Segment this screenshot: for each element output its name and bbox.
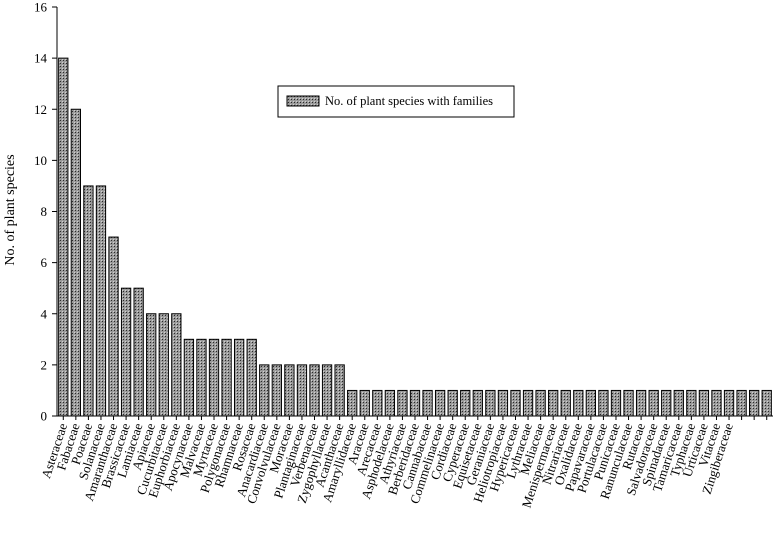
y-tick-label: 4 xyxy=(41,306,48,321)
bar xyxy=(334,364,345,417)
bar xyxy=(83,185,94,417)
y-tick-label: 6 xyxy=(41,255,48,270)
bar xyxy=(158,313,169,417)
bar xyxy=(321,364,333,417)
bar xyxy=(196,338,207,417)
bar xyxy=(460,389,471,417)
bar xyxy=(635,389,647,417)
bar xyxy=(623,389,634,417)
bar xyxy=(409,389,421,417)
bar xyxy=(723,389,735,417)
y-tick-label: 10 xyxy=(34,153,47,168)
bar xyxy=(246,338,257,417)
bar xyxy=(610,389,622,417)
y-tick-label: 14 xyxy=(34,51,48,66)
bar xyxy=(648,389,659,417)
bar xyxy=(309,364,320,417)
bar xyxy=(422,389,433,417)
bar xyxy=(95,185,107,417)
bar xyxy=(585,389,597,417)
bar xyxy=(497,389,509,417)
bar xyxy=(221,338,232,417)
bar xyxy=(485,389,496,417)
bar xyxy=(434,389,446,417)
y-axis-title: No. of plant species xyxy=(3,154,18,265)
y-tick-label: 8 xyxy=(41,204,48,219)
bar xyxy=(359,389,370,417)
bar xyxy=(548,389,559,417)
y-axis: 0 2 4 6 8 10 12 14 16 xyxy=(34,0,58,424)
bar xyxy=(535,389,546,417)
bar xyxy=(233,338,245,417)
bar xyxy=(598,389,609,417)
bar xyxy=(472,389,483,417)
bar xyxy=(749,389,760,417)
bar xyxy=(70,108,81,417)
bar xyxy=(761,389,772,417)
bar xyxy=(698,389,710,417)
bar xyxy=(296,364,308,417)
y-tick-label: 12 xyxy=(34,102,47,117)
bar xyxy=(711,389,722,417)
legend-entry: No. of plant species with families xyxy=(325,94,493,108)
bar xyxy=(522,389,534,417)
y-tick-label: 2 xyxy=(41,357,48,372)
bar xyxy=(573,389,584,417)
bar xyxy=(560,389,571,417)
bar xyxy=(133,287,144,417)
bar xyxy=(271,364,282,417)
bar xyxy=(673,389,684,417)
y-tick-label: 0 xyxy=(41,409,48,424)
legend: No. of plant species with families xyxy=(277,85,515,118)
bar xyxy=(108,236,119,417)
bars xyxy=(58,57,772,417)
bar xyxy=(183,338,195,417)
y-tick-label: 16 xyxy=(34,0,48,15)
bar xyxy=(372,389,383,417)
bar xyxy=(686,389,697,417)
bar xyxy=(208,338,220,417)
bar xyxy=(661,389,672,417)
bar xyxy=(397,389,408,417)
bar xyxy=(284,364,295,417)
bar xyxy=(736,389,747,417)
bar xyxy=(120,287,132,417)
bar xyxy=(58,57,69,417)
x-axis: AsteraceaeFabaceaePoaceaeSolanaceaeAmara… xyxy=(38,415,773,510)
bar xyxy=(259,364,270,417)
bar xyxy=(146,313,157,417)
bar xyxy=(347,389,358,417)
bar xyxy=(171,313,182,417)
bar xyxy=(447,389,458,417)
legend-swatch xyxy=(286,95,320,107)
bar xyxy=(384,389,396,417)
bar xyxy=(510,389,521,417)
